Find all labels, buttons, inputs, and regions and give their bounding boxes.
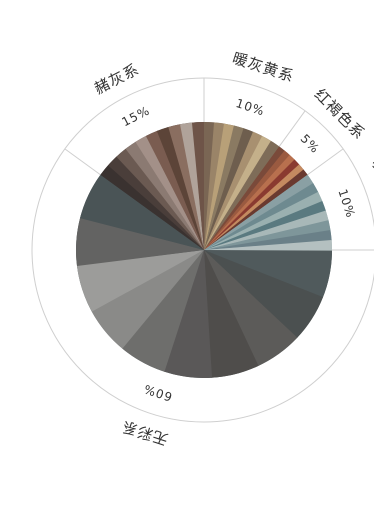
sector-divider — [64, 148, 101, 176]
color-swatch — [204, 150, 291, 250]
sector-divider — [307, 148, 344, 176]
color-swatch — [204, 128, 254, 250]
color-swatch — [204, 239, 333, 251]
color-swatch — [116, 148, 204, 250]
percent-label: 15% — [120, 103, 153, 129]
color-swatch — [204, 140, 280, 250]
color-swatch — [204, 146, 286, 250]
color-swatch — [204, 191, 323, 250]
percent-label: 60% — [141, 381, 174, 403]
color-swatch — [204, 174, 314, 250]
color-swatch — [180, 122, 204, 250]
color-swatch — [204, 229, 332, 250]
color-swatch — [76, 217, 204, 267]
color-swatch — [204, 125, 245, 250]
sector-dividers — [64, 78, 374, 251]
sector-divider — [278, 110, 306, 147]
category-label: 灰蓝绿系 — [368, 157, 374, 223]
percent-label: 10% — [335, 187, 357, 220]
color-swatch-slices — [75, 121, 333, 379]
color-swatch — [204, 159, 300, 250]
color-swatch — [204, 201, 326, 250]
color-swatch — [156, 126, 204, 250]
category-label: 无彩系 — [119, 417, 170, 449]
color-swatch — [80, 174, 204, 250]
color-swatch — [107, 156, 204, 250]
color-swatch — [204, 131, 263, 250]
color-swatch — [145, 130, 204, 250]
color-swatch — [204, 135, 272, 250]
color-swatch — [91, 250, 204, 349]
color-swatch — [135, 135, 204, 250]
percent-label: 10% — [234, 96, 267, 118]
color-swatch — [204, 169, 308, 250]
color-swatch — [121, 250, 204, 372]
percent-label: 5% — [298, 132, 323, 157]
color-swatch — [204, 250, 259, 378]
color-swatch — [204, 250, 298, 367]
color-swatch — [204, 164, 304, 250]
color-swatch — [191, 121, 205, 250]
color-swatch — [204, 183, 319, 250]
color-swatch — [204, 154, 295, 250]
color-swatch — [100, 164, 204, 250]
category-label: 暖灰黄系 — [230, 49, 296, 86]
color-swatch — [204, 250, 332, 298]
color-swatch — [204, 250, 324, 339]
color-swatch — [204, 210, 329, 250]
color-swatch — [76, 250, 204, 312]
color-swatch — [125, 141, 204, 250]
color-swatch — [163, 250, 213, 379]
category-label: 红褐色系 — [311, 85, 369, 143]
color-swatch — [168, 124, 204, 250]
color-swatch — [204, 220, 331, 250]
